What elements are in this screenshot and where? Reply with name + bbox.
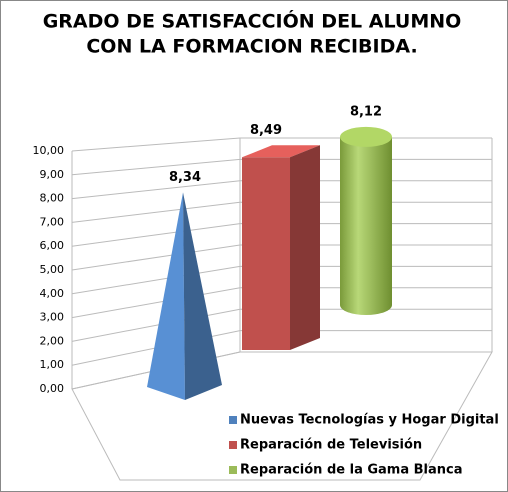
value-label: 8,49 [250,123,282,138]
grid-line [71,244,492,271]
legend-swatch [229,416,237,424]
legend-swatch [229,441,237,449]
bar [290,145,320,350]
y-tick-label: 0,00 [40,382,65,395]
grid-line [71,201,492,223]
chart-title: CON LA FORMACION RECIBIDA. [86,36,417,58]
bar [242,145,320,158]
grid-line [71,330,492,366]
grid-line [71,287,492,319]
y-tick-label: 7,00 [40,215,65,228]
grid-line [71,265,492,295]
chart-title: GRADO DE SATISFACCIÓN DEL ALUMNO [43,9,462,33]
grid-line [71,351,492,390]
bar [183,192,222,400]
legend-label: Reparación de la Gama Blanca [240,463,463,478]
y-tick-label: 1,00 [40,358,65,371]
bar [340,126,392,147]
value-label: 8,12 [350,104,382,119]
y-tick-label: 5,00 [40,263,65,276]
y-tick-label: 8,00 [40,192,65,205]
y-tick-label: 10,00 [33,144,65,157]
bar [340,136,392,315]
grid-line [71,223,492,247]
y-tick-label: 2,00 [40,334,65,347]
grid-line [71,158,492,176]
grid-line [71,180,492,200]
y-tick-label: 6,00 [40,239,65,252]
bar [242,157,290,350]
value-label: 8,34 [169,170,201,185]
y-tick-label: 9,00 [40,168,65,181]
legend-label: Nuevas Tecnologías y Hogar Digital [240,413,499,428]
bar [147,192,185,400]
grid-line [71,308,492,342]
grid-line [71,137,492,152]
legend-swatch [229,466,237,474]
y-tick-label: 4,00 [40,287,65,300]
y-tick-label: 3,00 [40,311,65,324]
legend-label: Reparación de Televisión [240,438,422,453]
